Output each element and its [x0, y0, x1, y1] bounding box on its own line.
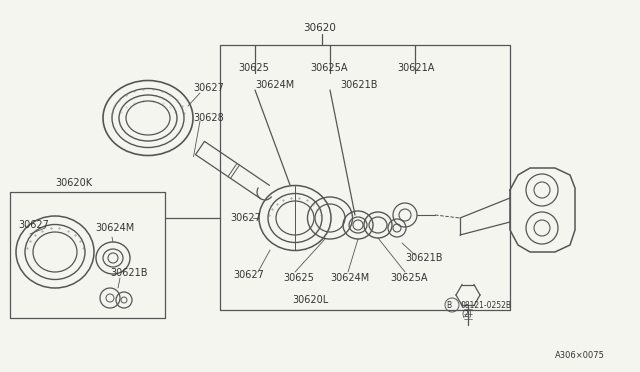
Text: 30625: 30625	[283, 273, 314, 283]
Text: 30620: 30620	[303, 23, 337, 33]
Text: 30628: 30628	[193, 113, 224, 123]
Text: 30620K: 30620K	[55, 178, 92, 188]
Text: 30624M: 30624M	[255, 80, 294, 90]
Text: 30627: 30627	[230, 213, 261, 223]
Text: 30627: 30627	[18, 220, 49, 230]
Text: 30621B: 30621B	[405, 253, 442, 263]
Text: 30624M: 30624M	[95, 223, 134, 233]
Text: A306×0075: A306×0075	[555, 352, 605, 360]
Text: 30625A: 30625A	[390, 273, 428, 283]
Text: 30621B: 30621B	[110, 268, 147, 278]
Text: 30624M: 30624M	[330, 273, 369, 283]
Text: 30627: 30627	[233, 270, 264, 280]
Text: 08121-0252B: 08121-0252B	[461, 301, 512, 310]
Text: 30621B: 30621B	[340, 80, 378, 90]
Text: 30627: 30627	[193, 83, 224, 93]
Text: 30625A: 30625A	[310, 63, 348, 73]
Text: 30620L: 30620L	[292, 295, 328, 305]
Text: 30625: 30625	[238, 63, 269, 73]
Text: 30621A: 30621A	[397, 63, 435, 73]
Text: (2): (2)	[461, 311, 472, 320]
Text: B: B	[447, 301, 452, 310]
